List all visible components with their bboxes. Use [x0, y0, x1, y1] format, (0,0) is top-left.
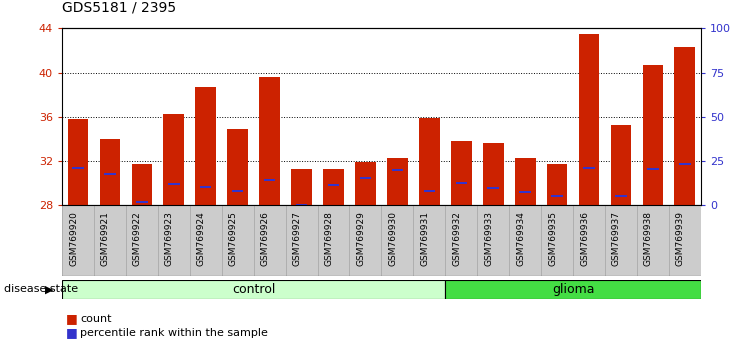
Bar: [296, 204, 307, 206]
Text: ■: ■: [66, 312, 77, 325]
Text: control: control: [232, 283, 275, 296]
Text: GSM769924: GSM769924: [197, 211, 206, 266]
Text: GSM769922: GSM769922: [133, 211, 142, 266]
Text: count: count: [80, 314, 112, 324]
Text: GSM769927: GSM769927: [293, 211, 301, 266]
Bar: [137, 201, 147, 203]
Text: GSM769926: GSM769926: [261, 211, 269, 266]
Bar: [131, 164, 153, 205]
Bar: [323, 169, 344, 205]
Bar: [196, 87, 216, 205]
Text: GSM769936: GSM769936: [580, 211, 589, 266]
Bar: [488, 187, 499, 189]
Bar: [648, 168, 658, 170]
Bar: [515, 158, 536, 205]
Bar: [259, 77, 280, 205]
Bar: [264, 179, 275, 181]
Text: GSM769932: GSM769932: [453, 211, 461, 266]
Text: GSM769921: GSM769921: [101, 211, 110, 266]
Text: GSM769925: GSM769925: [228, 211, 238, 266]
Bar: [227, 129, 248, 205]
Bar: [99, 139, 120, 205]
Bar: [355, 162, 376, 205]
Bar: [392, 169, 403, 171]
Bar: [164, 114, 184, 205]
Text: GSM769929: GSM769929: [356, 211, 366, 266]
Bar: [423, 190, 435, 192]
Text: GSM769930: GSM769930: [388, 211, 397, 266]
Text: GSM769935: GSM769935: [548, 211, 557, 266]
Text: GSM769937: GSM769937: [612, 211, 621, 266]
Bar: [547, 164, 567, 205]
Bar: [551, 195, 563, 198]
Bar: [642, 65, 664, 205]
Text: GSM769939: GSM769939: [676, 211, 685, 266]
Bar: [579, 34, 599, 205]
Bar: [610, 125, 631, 205]
Text: ■: ■: [66, 326, 77, 339]
Bar: [232, 190, 243, 192]
Bar: [68, 119, 88, 205]
Text: GSM769923: GSM769923: [165, 211, 174, 266]
Bar: [104, 173, 115, 175]
Bar: [168, 183, 180, 185]
Text: GSM769934: GSM769934: [516, 211, 525, 266]
Bar: [419, 118, 439, 205]
Bar: [72, 167, 84, 169]
Text: percentile rank within the sample: percentile rank within the sample: [80, 328, 268, 338]
Bar: [483, 143, 504, 205]
Bar: [445, 280, 701, 299]
Bar: [675, 47, 695, 205]
Bar: [451, 141, 472, 205]
Bar: [291, 169, 312, 205]
Text: GSM769938: GSM769938: [644, 211, 653, 266]
Bar: [520, 191, 531, 193]
Text: ▶: ▶: [45, 284, 53, 295]
Bar: [360, 177, 371, 179]
Bar: [679, 164, 691, 165]
Text: GSM769928: GSM769928: [325, 211, 334, 266]
Text: GDS5181 / 2395: GDS5181 / 2395: [62, 0, 176, 14]
Bar: [583, 167, 595, 169]
Text: GSM769920: GSM769920: [69, 211, 78, 266]
Text: glioma: glioma: [552, 283, 594, 296]
Bar: [387, 158, 408, 205]
Text: disease state: disease state: [4, 284, 78, 295]
Text: GSM769931: GSM769931: [420, 211, 429, 266]
Bar: [615, 195, 626, 198]
Text: GSM769933: GSM769933: [484, 211, 493, 266]
Bar: [456, 182, 467, 184]
Bar: [62, 280, 445, 299]
Bar: [200, 185, 212, 188]
Bar: [328, 184, 339, 187]
